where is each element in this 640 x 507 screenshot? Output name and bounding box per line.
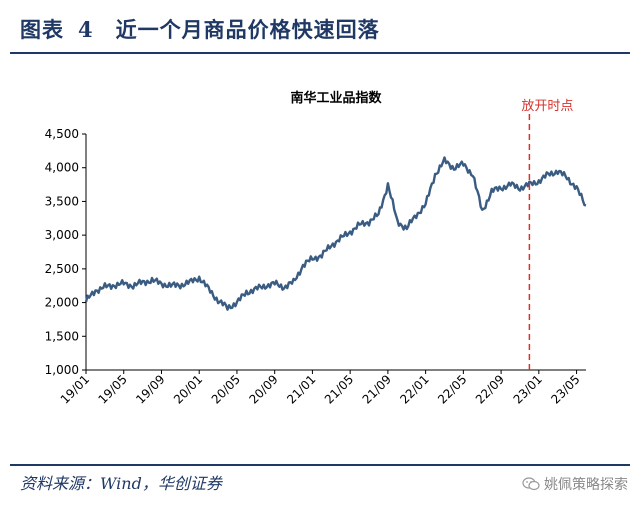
y-tick-label: 2,000 xyxy=(45,296,79,310)
figure-header: 图表 4 近一个月商品价格快速回落 xyxy=(0,0,640,62)
chart-title: 南华工业品指数 xyxy=(290,90,382,106)
y-tick-label: 4,500 xyxy=(45,127,79,141)
figure-label: 图表 xyxy=(20,17,64,42)
watermark-text: 姚佩策略探索 xyxy=(544,477,628,493)
line-chart: 南华工业品指数 1,000 1,500 2,000 2,500 3,000 3,500 4,0… xyxy=(45,90,587,407)
x-tick-label: 20/05 xyxy=(209,372,243,406)
chart-area: 南华工业品指数 1,000 1,500 2,000 2,500 3,000 3,500 4,0… xyxy=(0,62,640,462)
x-tick-label: 21/05 xyxy=(322,372,356,406)
x-tick-label: 21/01 xyxy=(284,372,318,406)
annotation-label: 放开时点 xyxy=(521,99,573,114)
x-tick-label: 22/05 xyxy=(435,372,469,406)
x-tick-label: 23/05 xyxy=(548,372,582,406)
x-tick-label: 22/01 xyxy=(397,372,431,406)
x-tick-label: 23/01 xyxy=(511,372,545,406)
series-line xyxy=(84,156,587,311)
figure-caption: 近一个月商品价格快速回落 xyxy=(115,17,380,42)
footer-rule xyxy=(10,464,630,466)
y-tick-label: 4,000 xyxy=(45,161,79,175)
y-tick-label: 1,500 xyxy=(45,329,79,343)
x-tick-label: 19/05 xyxy=(95,372,129,406)
x-tick-label: 20/09 xyxy=(246,372,280,406)
header-rule xyxy=(10,52,630,54)
x-tick-label: 19/01 xyxy=(58,372,92,406)
figure-title: 图表 4 近一个月商品价格快速回落 xyxy=(20,14,380,44)
wechat-icon xyxy=(522,477,540,491)
figure-number: 4 xyxy=(78,17,94,42)
y-tick-label: 3,500 xyxy=(45,194,79,208)
watermark: 姚佩策略探索 xyxy=(522,474,628,494)
x-tick-label: 21/09 xyxy=(360,372,394,406)
x-tick-label: 19/09 xyxy=(133,372,167,406)
x-tick-label: 22/09 xyxy=(473,372,507,406)
y-tick-label: 1,000 xyxy=(45,363,79,377)
y-tick-label: 3,000 xyxy=(45,228,79,242)
source-note: 资料来源：Wind，华创证券 xyxy=(20,474,222,493)
x-tick-label: 20/01 xyxy=(171,372,205,406)
y-tick-label: 2,500 xyxy=(45,262,79,276)
